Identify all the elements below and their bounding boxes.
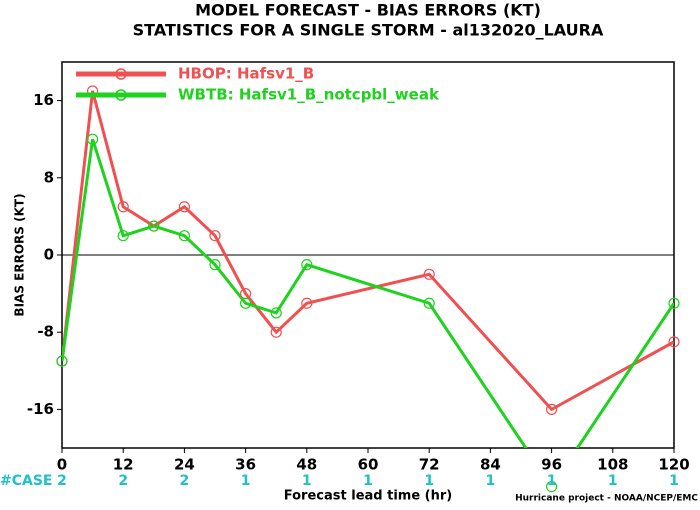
point-marker — [545, 403, 558, 415]
case-count: 1 — [302, 473, 312, 489]
legend-label: WBTB: Hafsv1_B_notcpbl_weak — [178, 86, 440, 104]
case-count: 2 — [118, 473, 128, 489]
point-marker — [178, 230, 190, 242]
case-count: 1 — [669, 473, 679, 489]
x-tick-label: 12 — [113, 456, 134, 474]
point-marker — [668, 336, 680, 348]
point-marker — [178, 201, 190, 213]
x-tick-label: 120 — [658, 456, 689, 474]
series-group — [62, 90, 674, 448]
point-marker — [270, 326, 282, 338]
point-marker — [117, 230, 129, 242]
point-marker — [148, 220, 160, 232]
chart-subtitle: STATISTICS FOR A SINGLE STORM - al132020… — [133, 21, 604, 40]
y-tick-label: -16 — [27, 400, 54, 418]
x-tick-label: 72 — [419, 456, 440, 474]
point-marker — [209, 259, 221, 271]
case-count: 2 — [180, 473, 190, 489]
x-tick-label: 84 — [480, 456, 501, 474]
x-tick-label: 0 — [57, 456, 67, 474]
point-marker — [117, 201, 129, 213]
x-tick-label: 60 — [358, 456, 379, 474]
chart-title: MODEL FORECAST - BIAS ERRORS (KT) — [195, 1, 541, 20]
point-marker — [86, 133, 99, 145]
point-marker — [423, 268, 435, 280]
case-count: 1 — [547, 473, 557, 489]
point-marker — [56, 355, 68, 367]
point-marker — [270, 307, 282, 319]
footer: Hurricane project - NOAA/NCEP/EMC — [515, 494, 698, 504]
point-marker — [545, 481, 558, 493]
x-tick-label: 48 — [296, 456, 317, 474]
y-tick-label: 16 — [33, 91, 54, 109]
case-count: 2 — [57, 473, 67, 489]
point-marker — [423, 297, 435, 309]
case-count: 1 — [363, 473, 373, 489]
point-marker — [301, 259, 313, 271]
legend-label: HBOP: Hafsv1_B — [178, 65, 314, 83]
case-count: 1 — [424, 473, 434, 489]
x-tick-label: 36 — [235, 456, 256, 474]
case-count: 1 — [486, 473, 496, 489]
legend-marker — [115, 68, 127, 80]
case-count: 1 — [608, 473, 618, 489]
x-tick-label: 108 — [597, 456, 628, 474]
legend-marker — [115, 89, 127, 101]
x-tick-label: 24 — [174, 456, 195, 474]
point-marker — [668, 297, 680, 309]
y-tick-label: 0 — [44, 246, 54, 264]
x-tick-label: 96 — [541, 456, 562, 474]
y-axis-label: BIAS ERRORS (KT) — [13, 193, 27, 316]
point-marker — [301, 297, 313, 309]
series-line — [62, 138, 674, 448]
point-marker — [240, 297, 252, 309]
point-marker — [209, 230, 221, 242]
case-label: #CASE — [0, 473, 53, 489]
x-axis-label: Forecast lead time (hr) — [284, 489, 452, 504]
y-tick-label: -8 — [37, 323, 54, 341]
case-count: 1 — [241, 473, 251, 489]
series-line — [62, 90, 674, 412]
y-tick-label: 8 — [44, 168, 54, 186]
